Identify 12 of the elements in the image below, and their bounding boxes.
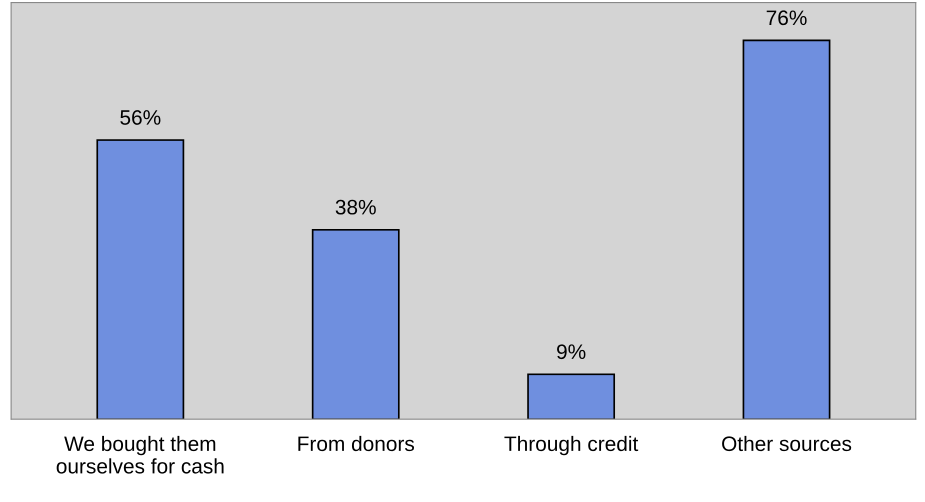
data-label: 38% [336,200,376,215]
x-tick-label: We bought them ourselves for cash [56,436,224,474]
data-label: 9% [557,344,586,360]
bar [527,373,616,420]
bar [742,40,830,420]
data-label: 76% [766,10,807,26]
x-tick-label: Through credit [504,436,638,456]
bar [312,228,400,420]
x-tick-label: Other sources [722,436,852,452]
x-tick-label: From donors [298,436,414,452]
data-label: 56% [120,110,160,125]
bar [96,139,184,420]
